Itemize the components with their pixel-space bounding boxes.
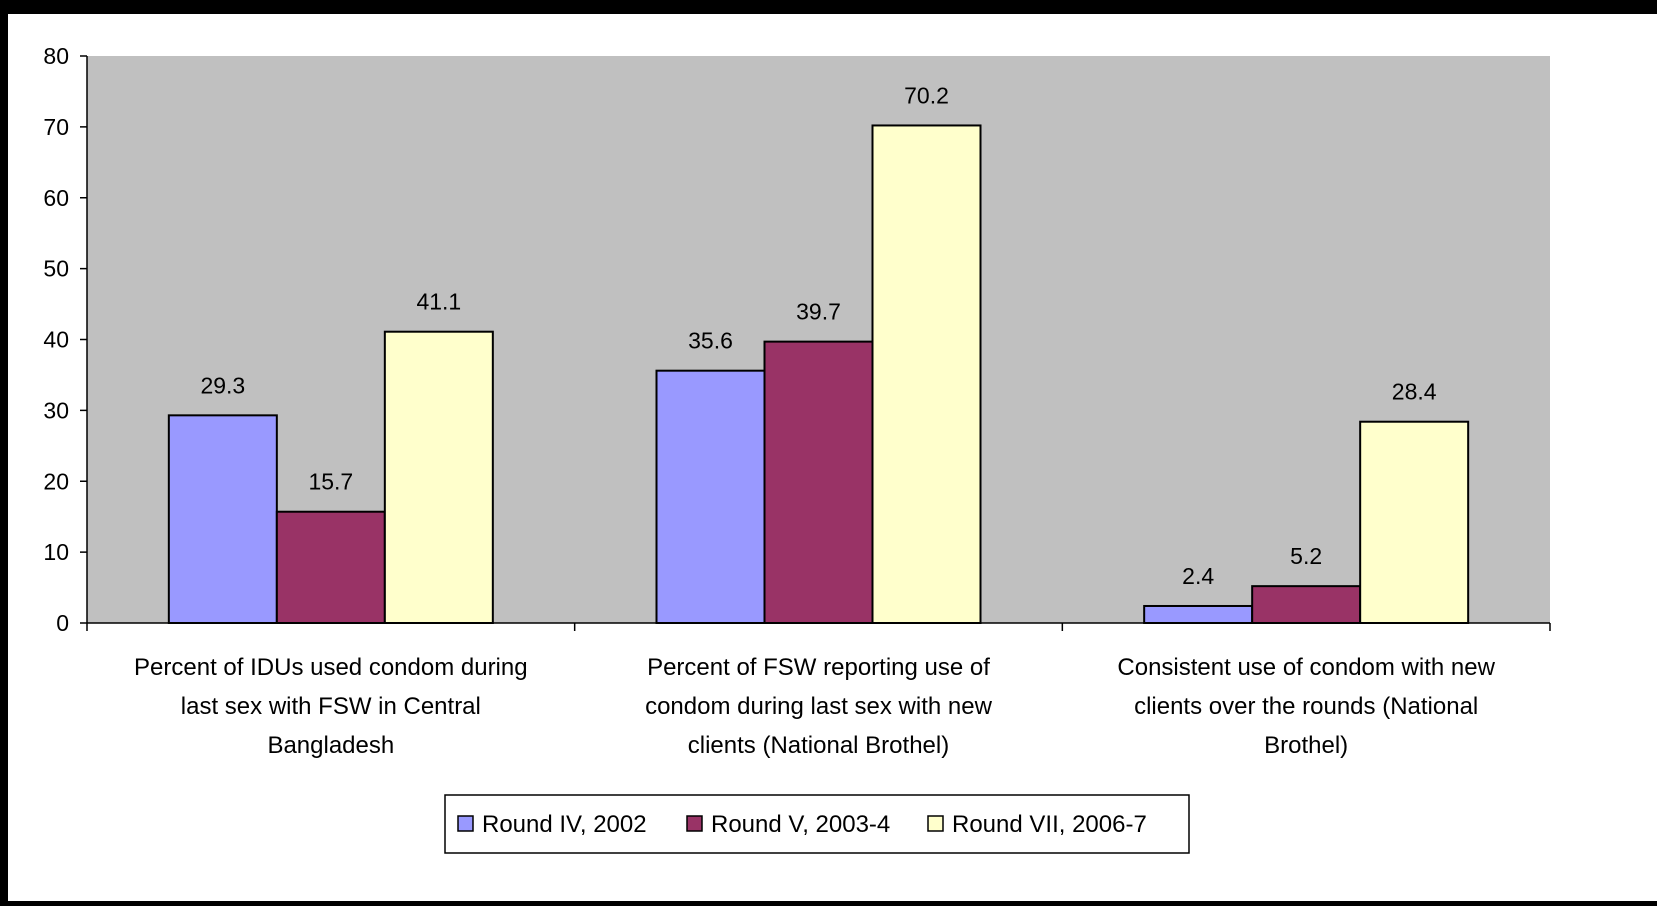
- legend-swatch: [686, 815, 703, 832]
- category-label: last sex with FSW in Central: [181, 693, 481, 720]
- data-label: 29.3: [200, 372, 245, 398]
- bar: [763, 340, 874, 624]
- data-label: 39.7: [796, 299, 841, 325]
- bar: [383, 330, 494, 624]
- legend-label: Round V, 2003-4: [711, 811, 890, 838]
- bar: [167, 414, 278, 624]
- y-tick-label: 70: [43, 114, 69, 140]
- category-label: condom during last sex with new: [645, 693, 993, 720]
- y-tick-label: 80: [43, 43, 69, 69]
- bar: [1359, 420, 1470, 624]
- data-label: 70.2: [904, 82, 949, 108]
- legend-label: Round IV, 2002: [482, 811, 647, 838]
- data-label: 15.7: [308, 469, 353, 495]
- data-label: 5.2: [1290, 543, 1322, 569]
- x-axis: [86, 622, 1551, 631]
- y-tick-label: 0: [56, 610, 69, 636]
- y-tick-label: 50: [43, 256, 69, 282]
- bar-chart: 0 10 20 30 40 50 60 70 80 29.3 35.6 2.4 15.7 39.7 5.2…: [43, 43, 1551, 854]
- category-label: clients over the rounds (National: [1134, 693, 1478, 720]
- bar: [1251, 585, 1362, 625]
- data-label: 28.4: [1392, 379, 1437, 405]
- y-tick-label: 60: [43, 185, 69, 211]
- category-label: Consistent use of condom with new: [1117, 654, 1495, 681]
- data-label: 35.6: [688, 328, 733, 354]
- category-label: clients (National Brothel): [688, 732, 949, 759]
- bar: [275, 510, 386, 625]
- bar: [655, 369, 766, 624]
- data-label: 2.4: [1182, 563, 1214, 589]
- data-labels: 29.3 35.6 2.4 15.7 39.7 5.2 41.1 70.2 28.4: [200, 82, 1436, 589]
- legend-swatch: [457, 815, 474, 832]
- legend-label: Round VII, 2006-7: [952, 811, 1147, 838]
- y-tick-label: 10: [43, 539, 69, 565]
- y-axis: 0 10 20 30 40 50 60 70 80: [43, 43, 88, 636]
- category-label: Brothel): [1264, 732, 1348, 759]
- category-labels: Percent of IDUs used condom during last s…: [134, 654, 1496, 759]
- category-label: Bangladesh: [267, 732, 394, 759]
- legend-swatch: [927, 815, 944, 832]
- chart-frame: 0 10 20 30 40 50 60 70 80 29.3 35.6 2.4 15.7 39.7 5.2…: [8, 14, 1657, 901]
- data-label: 41.1: [416, 289, 461, 315]
- bar: [1143, 604, 1254, 624]
- category-label: Percent of FSW reporting use of: [647, 654, 990, 681]
- y-tick-label: 30: [43, 397, 69, 423]
- category-label: Percent of IDUs used condom during: [134, 654, 528, 681]
- legend: Round IV, 2002 Round V, 2003-4 Round VII, …: [444, 794, 1190, 854]
- bars: [167, 124, 1470, 625]
- y-tick-label: 20: [43, 468, 69, 494]
- y-tick-label: 40: [43, 327, 69, 353]
- bar: [871, 124, 982, 625]
- legend-box: [444, 794, 1190, 854]
